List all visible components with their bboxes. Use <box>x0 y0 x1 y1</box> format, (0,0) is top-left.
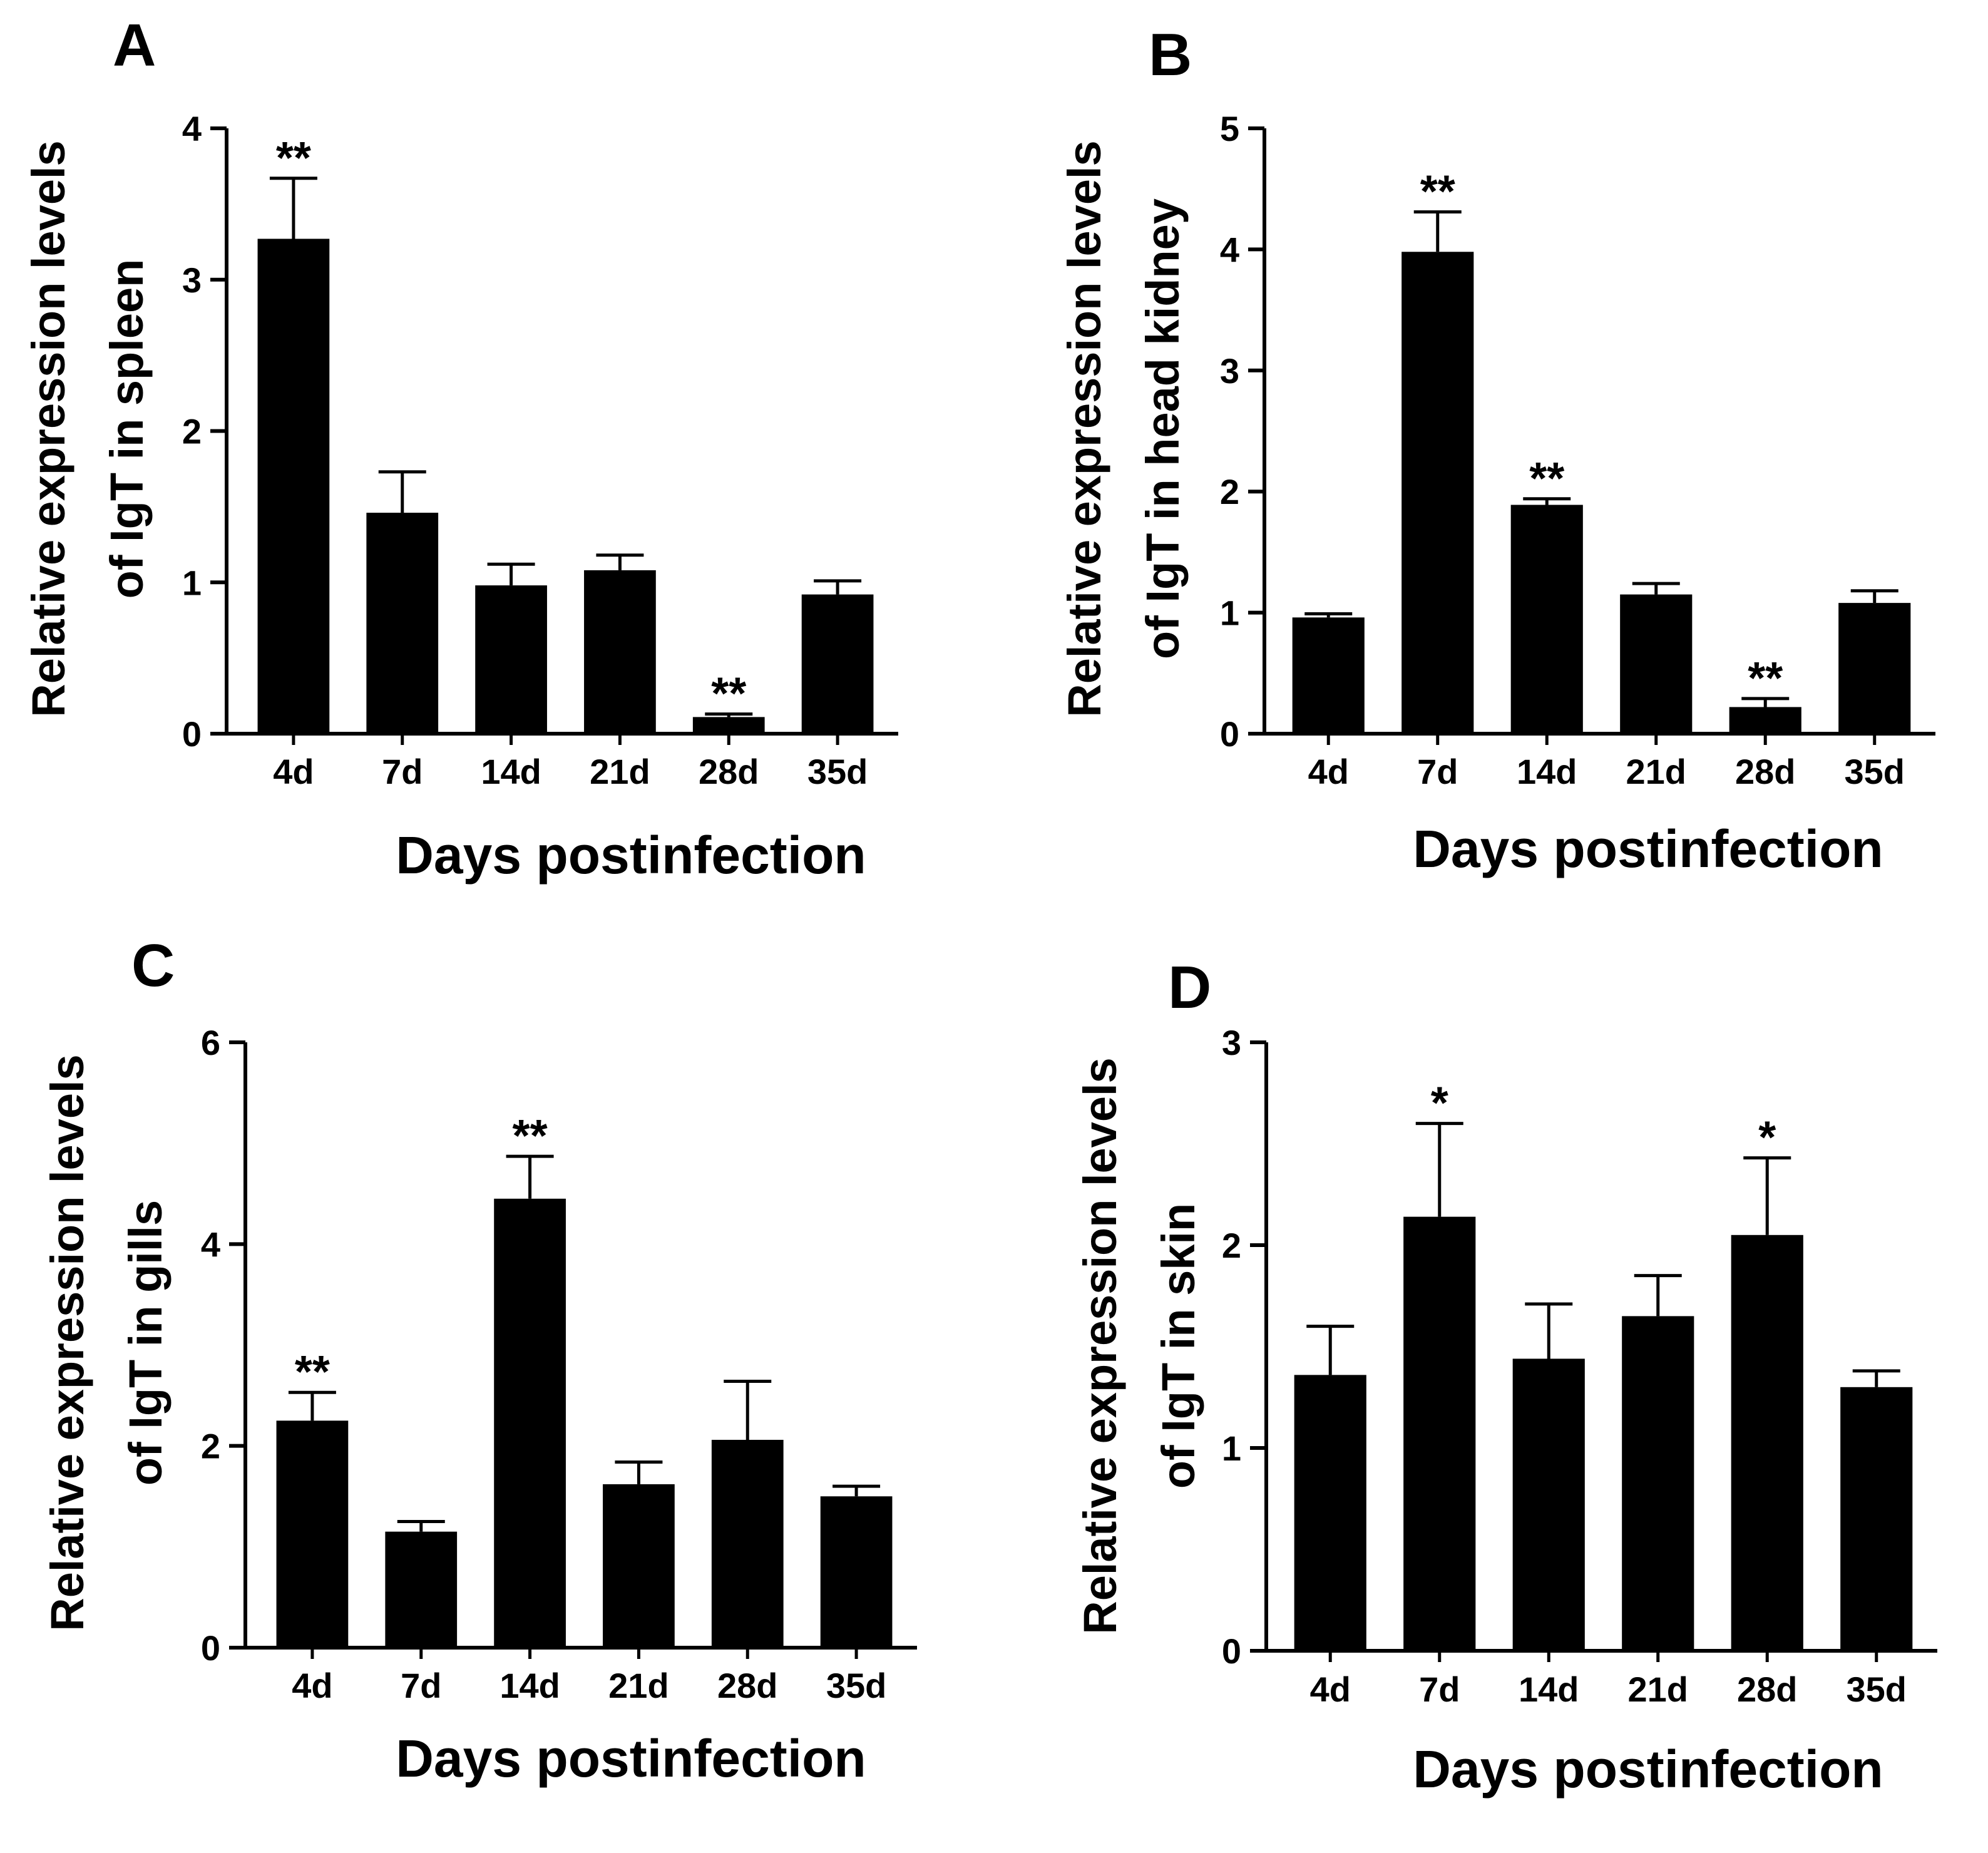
x-tick-label: 21d <box>608 1666 669 1705</box>
x-tick-label: 4d <box>1310 1670 1351 1709</box>
x-tick-label: 7d <box>1417 752 1458 791</box>
x-tick-label: 28d <box>1735 752 1796 791</box>
x-tick-label: 7d <box>1419 1670 1460 1709</box>
bar <box>1840 1387 1913 1651</box>
y-axis-title-line1: Relative expression levels <box>1058 140 1110 717</box>
y-tick-label: 0 <box>1220 714 1239 754</box>
y-tick-label: 3 <box>1222 1023 1241 1062</box>
y-tick-label: 2 <box>182 412 202 451</box>
x-tick-label: 28d <box>717 1666 778 1705</box>
x-tick-label: 35d <box>1847 1670 1907 1709</box>
panel-label: A <box>113 12 156 79</box>
x-tick-label: 28d <box>1737 1670 1798 1709</box>
significance-marker: ** <box>276 133 311 183</box>
bar <box>1510 505 1583 734</box>
x-axis-title: Days postinfection <box>396 826 866 885</box>
y-axis-title-line1: Relative expression levels <box>23 140 74 717</box>
y-axis-title-line2: of IgT in skin <box>1152 1203 1204 1489</box>
y-axis-title-line1: Relative expression levels <box>41 1054 93 1631</box>
x-tick-label: 28d <box>699 752 759 791</box>
x-tick-label: 14d <box>500 1666 560 1705</box>
x-axis-title: Days postinfection <box>396 1729 866 1788</box>
bar <box>801 594 874 734</box>
panel-a: A 0 1 2 3 4 Relative expression levels of IgT i… <box>23 12 898 885</box>
x-tick-label: 14d <box>481 752 541 791</box>
y-axis-title-line2: of IgT in head kidney <box>1137 198 1189 659</box>
significance-marker: ** <box>513 1111 548 1161</box>
bar <box>820 1496 893 1648</box>
x-axis-title: Days postinfection <box>1413 819 1883 878</box>
x-tick-label: 21d <box>590 752 650 791</box>
panel-b: B 0 1 2 3 4 5 Relative expression levels of IgT … <box>1058 21 1935 878</box>
panel-label: D <box>1168 954 1211 1021</box>
significance-marker: * <box>1758 1113 1776 1163</box>
x-tick-label: 35d <box>1845 752 1905 791</box>
bar <box>1512 1358 1585 1651</box>
y-tick-label: 5 <box>1220 109 1239 148</box>
bar <box>1729 707 1801 734</box>
panel-c: C 0 2 4 6 Relative expression levels of IgT in… <box>41 932 917 1788</box>
bar <box>692 717 765 734</box>
x-tick-label: 7d <box>382 752 423 791</box>
bar <box>584 570 656 734</box>
y-tick-label: 2 <box>1220 472 1239 511</box>
bar <box>276 1420 349 1648</box>
panel-label: C <box>131 932 175 999</box>
y-tick-label: 2 <box>201 1427 220 1466</box>
bar <box>1401 252 1474 734</box>
significance-marker: * <box>1431 1079 1448 1129</box>
y-tick-label: 3 <box>182 260 202 300</box>
significance-marker: ** <box>1748 654 1783 704</box>
y-tick-label: 3 <box>1220 351 1239 391</box>
bar <box>1292 617 1365 734</box>
y-tick-label: 0 <box>182 714 202 754</box>
x-tick-label: 21d <box>1628 1670 1689 1709</box>
bar <box>385 1531 458 1648</box>
panel-label: B <box>1149 21 1192 88</box>
x-tick-label: 21d <box>1626 752 1687 791</box>
bar <box>1294 1375 1366 1651</box>
bar <box>257 239 330 734</box>
x-tick-label: 7d <box>401 1666 441 1705</box>
y-tick-label: 4 <box>182 109 202 148</box>
bar <box>1622 1316 1694 1651</box>
y-tick-label: 4 <box>1220 230 1239 269</box>
y-tick-label: 2 <box>1222 1226 1241 1265</box>
x-axis-title: Days postinfection <box>1413 1740 1883 1799</box>
bar <box>1620 594 1693 734</box>
significance-marker: ** <box>1420 167 1455 217</box>
y-tick-label: 0 <box>201 1628 220 1668</box>
bar <box>1403 1216 1476 1651</box>
bar <box>366 513 439 734</box>
x-tick-label: 14d <box>1519 1670 1579 1709</box>
bar <box>1838 603 1911 734</box>
y-tick-label: 0 <box>1222 1631 1241 1671</box>
y-axis-title-line1: Relative expression levels <box>1074 1057 1126 1634</box>
panel-d: D 0 1 2 3 Relative expression levels of IgT in… <box>1074 954 1937 1799</box>
bar <box>711 1439 784 1648</box>
y-axis-title-line2: of IgT in spleen <box>101 259 153 599</box>
x-tick-label: 35d <box>807 752 868 791</box>
y-tick-label: 6 <box>201 1023 220 1062</box>
y-tick-label: 1 <box>1220 593 1239 633</box>
x-tick-label: 4d <box>1308 752 1349 791</box>
bar <box>494 1198 566 1648</box>
x-tick-label: 14d <box>1517 752 1577 791</box>
bar <box>475 585 547 734</box>
significance-marker: ** <box>295 1347 330 1397</box>
significance-marker: ** <box>1529 454 1564 504</box>
bar <box>1731 1234 1803 1651</box>
bar <box>603 1484 675 1648</box>
y-tick-label: 1 <box>1222 1429 1241 1468</box>
significance-marker: ** <box>711 669 746 719</box>
y-tick-label: 1 <box>182 563 202 602</box>
y-tick-label: 4 <box>201 1224 220 1264</box>
x-tick-label: 35d <box>826 1666 887 1705</box>
x-tick-label: 4d <box>273 752 314 791</box>
x-tick-label: 4d <box>292 1666 332 1705</box>
y-axis-title-line2: of IgT in gills <box>120 1200 172 1486</box>
